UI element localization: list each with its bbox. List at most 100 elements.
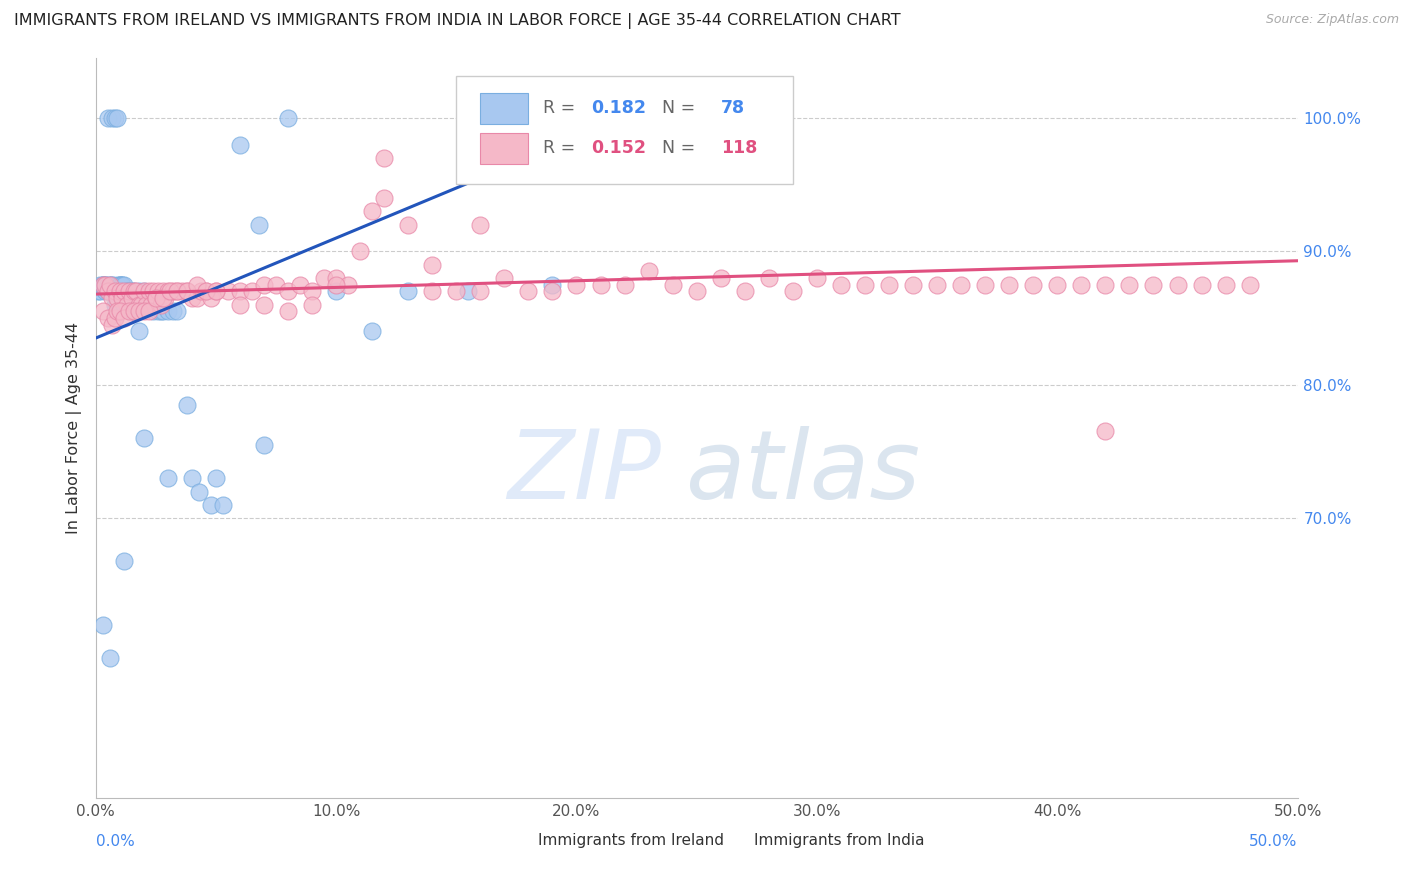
Point [541,277,564,292]
Point [312,271,335,285]
Point [114,298,136,312]
Point [155,291,177,305]
Point [166,304,188,318]
Point [139,291,162,305]
Point [217,285,239,299]
Point [373,151,395,165]
Point [337,277,360,292]
Point [176,285,198,299]
Point [94,285,117,299]
Text: 0.152: 0.152 [591,139,645,157]
Point [950,277,973,292]
Point [108,304,131,318]
Point [661,277,683,292]
Point [349,244,371,259]
Point [877,277,900,292]
Point [91,277,114,292]
Point [91,277,114,292]
Point [1094,425,1116,439]
Point [115,285,138,299]
FancyBboxPatch shape [481,133,529,164]
Point [361,204,384,219]
Point [517,285,540,299]
Point [205,285,228,299]
Point [806,271,828,285]
Point [118,285,141,299]
Point [98,651,121,665]
Point [111,277,134,292]
Point [111,291,134,305]
Point [901,277,924,292]
Point [253,438,276,452]
Point [188,484,211,499]
Point [122,304,145,318]
Point [135,298,157,312]
Point [494,271,516,285]
Point [1094,277,1116,292]
Point [325,277,347,292]
Point [129,298,152,312]
Point [470,285,492,299]
Point [301,298,323,312]
Point [613,277,636,292]
Point [152,291,174,305]
Point [121,298,143,312]
Point [277,304,299,318]
Point [98,277,121,292]
Point [253,277,276,292]
Point [420,258,443,272]
Point [420,285,443,299]
Point [108,277,131,292]
Point [105,291,128,305]
Point [98,285,121,299]
Point [229,285,252,299]
Text: R =: R = [543,139,581,157]
Point [205,471,228,485]
Point [125,304,148,318]
Point [105,277,128,292]
Point [108,285,131,299]
Text: Immigrants from India: Immigrants from India [755,833,925,848]
Point [87,285,110,299]
Point [115,298,138,312]
Point [205,285,228,299]
Point [396,218,419,232]
FancyBboxPatch shape [721,830,747,852]
Point [104,311,127,326]
Point [613,111,636,125]
Point [118,304,141,318]
Point [396,285,419,299]
Text: Source: ZipAtlas.com: Source: ZipAtlas.com [1265,13,1399,27]
Point [114,554,136,568]
Point [105,304,128,318]
Point [853,277,876,292]
Point [277,285,299,299]
Point [142,285,165,299]
Point [301,285,323,299]
Point [589,277,612,292]
Point [1167,277,1189,292]
Point [830,277,852,292]
Point [135,298,157,312]
Point [146,304,169,318]
Point [1191,277,1213,292]
Point [91,277,114,292]
Text: Immigrants from Ireland: Immigrants from Ireland [538,833,724,848]
Point [98,277,121,292]
Point [686,285,709,299]
Point [101,318,124,332]
Point [114,285,136,299]
Point [162,304,184,318]
Point [1142,277,1164,292]
Point [758,271,780,285]
Point [89,277,111,292]
Point [277,111,299,125]
Point [128,304,150,318]
Point [108,285,131,299]
Point [128,285,150,299]
FancyBboxPatch shape [481,93,529,124]
Point [200,291,222,305]
Point [782,285,804,299]
Point [229,298,252,312]
Text: 0.182: 0.182 [591,99,645,118]
